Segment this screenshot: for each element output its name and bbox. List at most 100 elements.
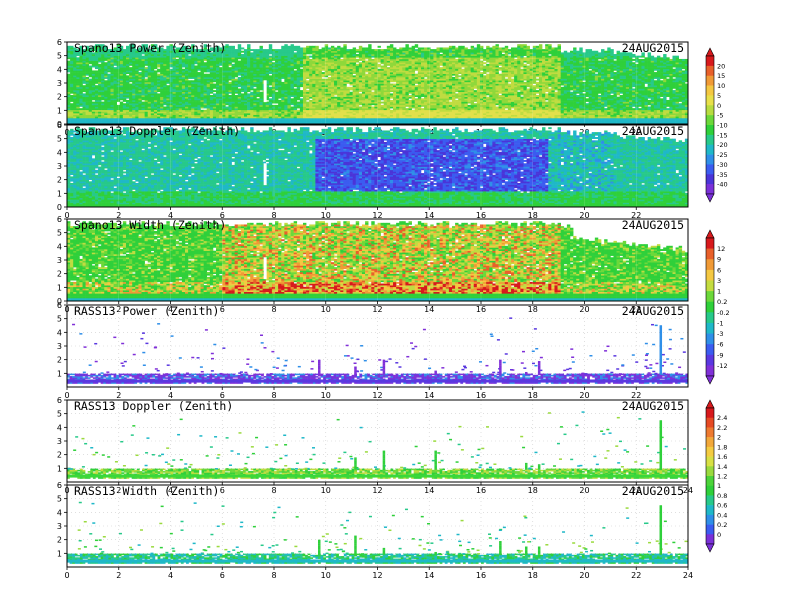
heatmap-cell [293,47,298,50]
heatmap-cell [141,80,145,83]
heatmap-cell [150,106,155,109]
heatmap-cell [153,55,158,58]
heatmap-cell [104,104,108,107]
heatmap-cell [98,113,102,116]
heatmap-cell [157,68,161,71]
heatmap-cell [203,99,208,102]
heatmap-cell [393,58,397,61]
heatmap-cell [144,111,149,114]
heatmap-cell [355,104,360,107]
heatmap-cell [374,85,378,88]
heatmap-cell [368,119,372,122]
heatmap-cell [91,113,96,116]
heatmap-cell [256,109,260,112]
heatmap-cell [225,70,229,73]
heatmap-cell [237,111,242,114]
heatmap-cell [349,49,353,52]
heatmap-cell [271,81,276,84]
heatmap-cell [119,54,124,56]
heatmap-cell [337,99,341,102]
heatmap-cell [240,86,245,89]
heatmap-cell [153,111,158,114]
heatmap-cell [129,116,133,119]
heatmap-cell [399,93,403,96]
heatmap-cell [203,63,208,66]
heatmap-cell [271,85,276,88]
heatmap-cell [247,65,251,68]
heatmap-cell [290,98,294,101]
heatmap-cell [321,114,326,117]
heatmap-cell [365,85,369,88]
heatmap-cell [98,114,102,117]
heatmap-cell [228,119,232,122]
heatmap-cell [116,50,121,53]
heatmap-cell [119,91,124,94]
heatmap-cell [169,95,173,97]
heatmap-cell [346,54,350,56]
heatmap-cell [306,65,310,68]
heatmap-cell [91,49,96,52]
heatmap-cell [184,70,189,73]
heatmap-cell [85,78,90,81]
heatmap-cell [287,50,291,53]
heatmap-cell [405,55,409,58]
heatmap-cell [318,52,322,55]
heatmap-cell [377,83,381,86]
heatmap-cell [160,76,164,79]
heatmap-cell [166,116,170,119]
heatmap-cell [197,72,201,75]
heatmap-cell [374,98,378,101]
heatmap-cell [321,50,326,53]
heatmap-cell [150,108,155,111]
heatmap-cell [383,62,388,65]
heatmap-cell [178,47,183,50]
heatmap-cell [393,113,397,116]
heatmap-cell [284,95,288,97]
heatmap-cell [343,99,347,102]
heatmap-cell [296,72,301,75]
heatmap-cell [408,65,412,68]
heatmap-cell [169,88,173,91]
heatmap-cell [371,95,375,97]
heatmap-cell [352,101,357,104]
heatmap-cell [94,95,99,97]
heatmap-cell [197,86,201,89]
heatmap-cell [346,121,350,124]
heatmap-cell [91,93,96,96]
heatmap-cell [358,88,363,91]
heatmap-cell [306,45,310,48]
heatmap-cell [203,73,208,76]
heatmap-cell [172,91,176,94]
heatmap-cell [194,106,198,109]
heatmap-cell [309,60,313,63]
heatmap-cell [256,95,260,97]
heatmap-cell [290,117,294,120]
heatmap-cell [222,111,226,114]
heatmap-cell [371,70,375,73]
heatmap-cell [247,73,251,76]
heatmap-cell [250,52,254,55]
heatmap-cell [88,80,93,83]
heatmap-cell [138,121,142,124]
heatmap-cell [334,55,338,58]
heatmap-cell [324,73,329,76]
heatmap-cell [268,103,273,106]
heatmap-cell [383,98,388,101]
heatmap-cell [147,101,152,104]
heatmap-cell [330,55,335,58]
heatmap-cell [278,88,282,91]
heatmap-cell [259,114,263,117]
heatmap-cell [228,60,232,63]
heatmap-cell [377,117,381,120]
heatmap-cell [184,76,189,79]
heatmap-cell [160,65,164,68]
heatmap-cell [312,65,316,68]
heatmap-cell [346,88,350,91]
heatmap-cell [365,116,369,119]
heatmap-cell [141,90,145,93]
heatmap-cell [166,81,170,84]
heatmap-cell [150,72,155,75]
heatmap-cell [181,106,186,109]
heatmap-cell [371,86,375,89]
heatmap-cell [352,114,357,117]
